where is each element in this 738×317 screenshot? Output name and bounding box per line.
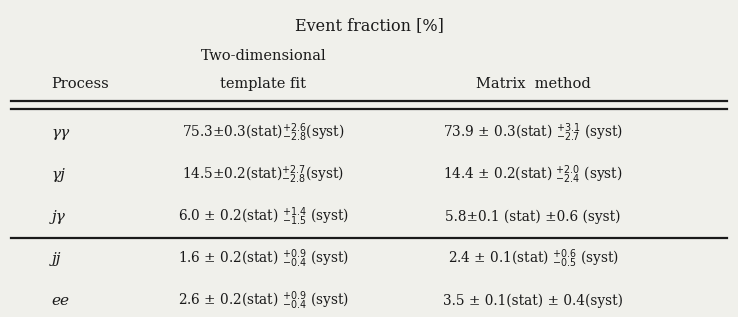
Text: template fit: template fit [220, 77, 306, 91]
Text: 3.5 ± 0.1(stat) ± 0.4(syst): 3.5 ± 0.1(stat) ± 0.4(syst) [444, 293, 623, 308]
Text: jγ: jγ [52, 210, 66, 223]
Text: Matrix  method: Matrix method [476, 77, 590, 91]
Text: Process: Process [52, 77, 109, 91]
Text: jj: jj [52, 252, 61, 266]
Text: 1.6 ± 0.2(stat) $^{+0.9}_{-0.4}$ (syst): 1.6 ± 0.2(stat) $^{+0.9}_{-0.4}$ (syst) [178, 247, 348, 270]
Text: 75.3±0.3(stat)$^{+2.6}_{-2.8}$(syst): 75.3±0.3(stat)$^{+2.6}_{-2.8}$(syst) [182, 121, 345, 144]
Text: 2.6 ± 0.2(stat) $^{+0.9}_{-0.4}$ (syst): 2.6 ± 0.2(stat) $^{+0.9}_{-0.4}$ (syst) [178, 289, 348, 312]
Text: 6.0 ± 0.2(stat) $^{+1.4}_{-1.5}$ (syst): 6.0 ± 0.2(stat) $^{+1.4}_{-1.5}$ (syst) [178, 205, 348, 228]
Text: 5.8±0.1 (stat) ±0.6 (syst): 5.8±0.1 (stat) ±0.6 (syst) [446, 209, 621, 224]
Text: γγ: γγ [52, 126, 70, 139]
Text: 2.4 ± 0.1(stat) $^{+0.6}_{-0.5}$ (syst): 2.4 ± 0.1(stat) $^{+0.6}_{-0.5}$ (syst) [447, 247, 618, 270]
Text: 14.4 ± 0.2(stat) $^{+2.0}_{-2.4}$ (syst): 14.4 ± 0.2(stat) $^{+2.0}_{-2.4}$ (syst) [444, 163, 623, 186]
Text: ee: ee [52, 294, 69, 307]
Text: 14.5±0.2(stat)$^{+2.7}_{-2.8}$(syst): 14.5±0.2(stat)$^{+2.7}_{-2.8}$(syst) [182, 163, 344, 186]
Text: Event fraction [%]: Event fraction [%] [294, 17, 444, 34]
Text: γj: γj [52, 168, 66, 182]
Text: Two-dimensional: Two-dimensional [201, 49, 326, 62]
Text: 73.9 ± 0.3(stat) $^{+3.1}_{-2.7}$ (syst): 73.9 ± 0.3(stat) $^{+3.1}_{-2.7}$ (syst) [444, 121, 623, 144]
